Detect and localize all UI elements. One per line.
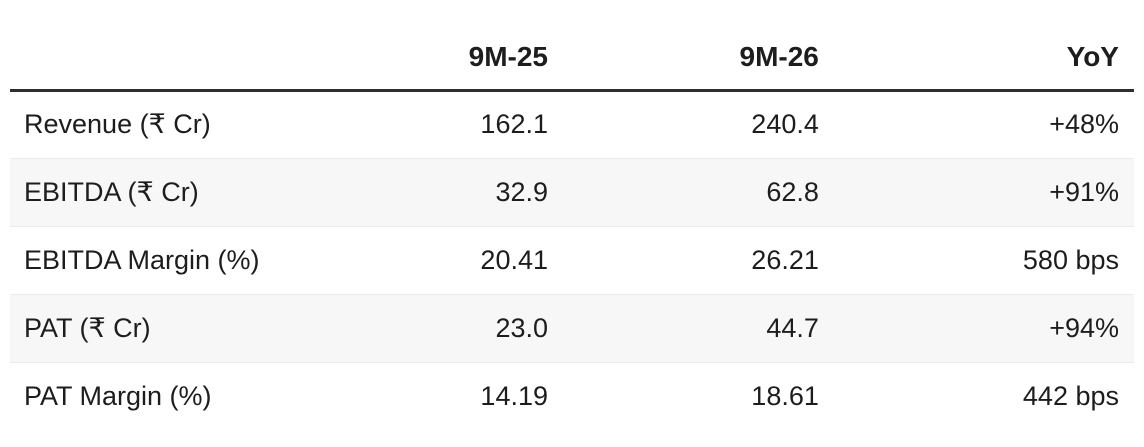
value-9m-26: 62.8 — [563, 158, 834, 227]
value-9m-25: 23.0 — [324, 294, 563, 363]
col-header-metric — [10, 0, 325, 92]
table-row-ebitda-margin: EBITDA Margin (%) 20.41 26.21 580 bps — [10, 226, 1134, 295]
value-9m-25: 14.19 — [480, 380, 548, 411]
value-9m-26: 26.21 — [563, 226, 834, 295]
value-yoy: +94% — [833, 294, 1134, 363]
table-row-ebitda: EBITDA (₹ Cr) 32.9 62.8 +91% — [10, 158, 1134, 227]
metric-name: PAT (₹ Cr) — [10, 294, 325, 363]
table-row-revenue: Revenue (₹ Cr) 162.1 240.4 +48% — [10, 90, 1134, 159]
value-yoy: 580 bps — [833, 226, 1134, 295]
table-body: Revenue (₹ Cr) 162.1 240.4 +48% EBITDA (… — [10, 90, 1134, 430]
financial-results-table: 9M-25 9M-26 YoY Revenue (₹ Cr) 162.1 240… — [10, 0, 1134, 430]
col-header-9m-25: 9M-25 — [324, 0, 563, 92]
metric-name: Revenue (₹ Cr) — [10, 90, 325, 159]
value-9m-25: 20.41 — [324, 226, 563, 295]
value-9m-25: 162.1 — [324, 90, 563, 159]
value-9m-26: 44.7 — [563, 294, 834, 363]
value-9m-26: 18.61 — [751, 380, 819, 411]
value-yoy: +91% — [833, 158, 1134, 227]
metric-name: PAT Margin (%) — [24, 380, 212, 411]
col-header-9m-26: 9M-26 — [563, 0, 834, 92]
col-header-yoy: YoY — [833, 0, 1134, 92]
value-yoy: +48% — [833, 90, 1134, 159]
header-row: 9M-25 9M-26 YoY — [10, 0, 1134, 92]
table-row-pat-margin: PAT Margin (%) 14.19 18.61 442 bps — [10, 362, 1134, 430]
table-header: 9M-25 9M-26 YoY — [10, 0, 1134, 92]
metric-name: EBITDA (₹ Cr) — [10, 158, 325, 227]
value-9m-26: 240.4 — [563, 90, 834, 159]
metric-name: EBITDA Margin (%) — [10, 226, 325, 295]
value-9m-25: 32.9 — [324, 158, 563, 227]
table-row-pat: PAT (₹ Cr) 23.0 44.7 +94% — [10, 294, 1134, 363]
value-yoy: 442 bps — [1022, 380, 1119, 411]
